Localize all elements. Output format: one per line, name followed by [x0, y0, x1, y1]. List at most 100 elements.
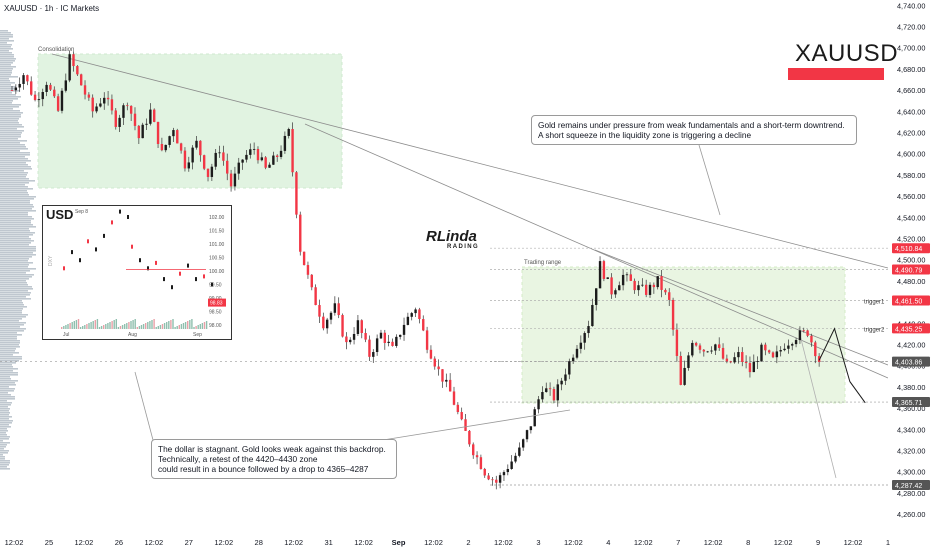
inset-volume-bar	[78, 319, 79, 329]
volume-profile-bar	[0, 206, 34, 208]
x-tick-label: 12:02	[354, 538, 373, 547]
volume-profile-bar	[0, 466, 7, 468]
brand-name: Linda	[437, 228, 477, 245]
candle-body	[380, 333, 382, 339]
volume-profile-bar	[0, 114, 21, 116]
volume-profile-bar	[0, 282, 27, 284]
note-bottom-left[interactable]: The dollar is stagnant. Gold looks weak …	[151, 439, 397, 479]
volume-profile-bar	[0, 420, 13, 422]
candle-body	[630, 274, 632, 281]
inset-volume-bar	[80, 327, 81, 329]
inset-volume-bar	[145, 323, 146, 329]
x-tick-label: 12:02	[75, 538, 94, 547]
inset-candle	[139, 258, 141, 262]
inset-volume-bar	[151, 320, 152, 329]
x-tick-label: 3	[536, 538, 540, 547]
candle-body	[799, 330, 801, 340]
volume-profile-bar	[0, 398, 15, 400]
candle-body	[760, 345, 762, 361]
candle-body	[399, 335, 401, 337]
volume-profile-bar	[0, 372, 18, 374]
usd-inset-chart[interactable]: USD Sep 8 102.00 101.50 101.00 100.50 100.00…	[42, 205, 232, 340]
volume-profile-bar	[0, 338, 17, 340]
volume-profile-bar	[0, 456, 5, 458]
inset-volume-bar	[126, 323, 127, 329]
volume-profile-bar	[0, 438, 9, 440]
volume-profile-bar	[0, 218, 34, 220]
inset-candle	[131, 245, 133, 249]
candle-body	[364, 333, 366, 340]
volume-profile-bar	[0, 354, 13, 356]
volume-profile-bar	[0, 394, 11, 396]
inset-candle	[63, 266, 65, 270]
inset-y-tick: 98.00	[209, 323, 222, 329]
volume-profile-bar	[0, 304, 24, 306]
candle-body	[334, 303, 336, 312]
volume-profile-bar	[0, 140, 27, 142]
volume-profile-bar	[0, 370, 13, 372]
candle-body	[476, 455, 478, 457]
inset-y-tick: 101.00	[209, 242, 225, 248]
volume-profile-bar	[0, 384, 16, 386]
volume-profile-bar	[0, 84, 11, 86]
candle-body	[814, 342, 816, 356]
candle-body	[322, 317, 324, 329]
volume-profile-bar	[0, 336, 17, 338]
inset-candle	[87, 239, 89, 243]
candle-body	[372, 352, 374, 357]
volume-profile-bar	[0, 408, 10, 410]
candle-body	[11, 90, 13, 91]
candle-body	[703, 350, 705, 352]
candle-body	[284, 136, 286, 151]
inset-y-tick: 100.50	[209, 256, 225, 262]
inset-volume-bar	[135, 319, 136, 329]
x-tick-label: 12:02	[284, 538, 303, 547]
candle-body	[49, 85, 51, 90]
volume-profile-bar	[0, 460, 10, 462]
volume-profile-bar	[0, 228, 29, 230]
candle-body	[22, 75, 24, 84]
candle-body	[126, 105, 128, 106]
x-tick-label: 7	[676, 538, 680, 547]
volume-profile-bar	[0, 292, 31, 294]
inset-candle	[179, 272, 181, 276]
volume-profile-bar	[0, 254, 36, 256]
candle-body	[495, 480, 497, 483]
volume-profile-bar	[0, 356, 22, 358]
candle-body	[330, 313, 332, 320]
candle-body	[779, 350, 781, 351]
inset-candle	[211, 283, 213, 287]
candle-body	[710, 351, 712, 352]
inset-volume-bar	[114, 320, 115, 329]
candle-body	[15, 88, 17, 91]
inset-x-tick: Aug	[128, 332, 137, 338]
inset-y-tick: 102.00	[209, 215, 225, 221]
volume-profile-bar	[0, 36, 13, 38]
volume-profile-bar	[0, 166, 31, 168]
volume-profile-bar	[0, 446, 6, 448]
candle-body	[222, 152, 224, 160]
inset-volume-bar	[95, 320, 96, 329]
volume-profile-bar	[0, 280, 26, 282]
inset-volume-bar	[107, 323, 108, 329]
note-top-right[interactable]: Gold remains under pressure from weak fu…	[531, 115, 857, 145]
candle-body	[176, 130, 178, 143]
volume-profile-bar	[0, 208, 32, 210]
x-tick-label: 26	[115, 538, 123, 547]
candle-body	[184, 151, 186, 169]
y-tick-label: 4,480.00	[897, 277, 925, 286]
inset-volume-bar	[88, 323, 89, 329]
inset-volume-bar	[168, 321, 169, 329]
candle-body	[641, 285, 643, 286]
inset-x-tick: Sep	[193, 332, 202, 338]
volume-profile-bar	[0, 414, 9, 416]
candle-body	[26, 75, 28, 81]
volume-profile-bar	[0, 210, 36, 212]
candle-body	[530, 426, 532, 430]
candle-body	[468, 431, 470, 444]
candle-body	[568, 361, 570, 374]
volume-profile-bar	[0, 198, 34, 200]
x-tick-label: 27	[185, 538, 193, 547]
inset-volume-bar	[61, 327, 62, 329]
candle-body	[241, 160, 243, 163]
